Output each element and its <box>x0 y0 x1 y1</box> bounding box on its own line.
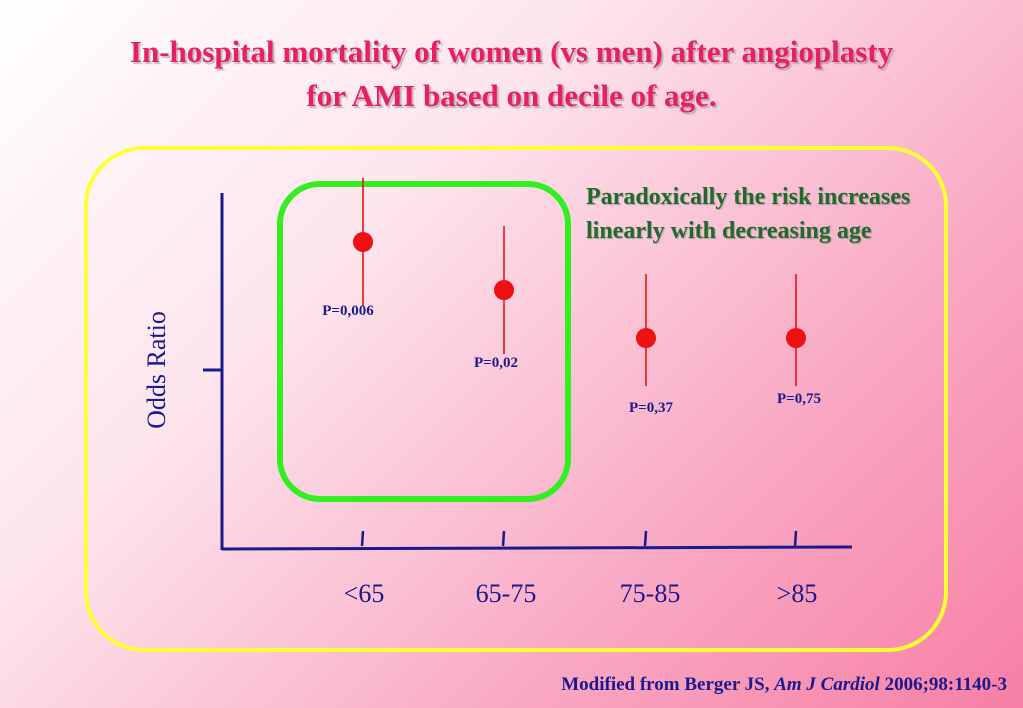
estimate-point <box>786 328 806 348</box>
title-line-2: for AMI based on decile of age. <box>306 78 717 113</box>
annotation-text: Paradoxically the risk increases linearl… <box>586 180 1018 248</box>
x-tick-label: 65-75 <box>476 579 537 608</box>
p-value-label: P=0,37 <box>629 400 673 416</box>
frame-box <box>84 146 948 652</box>
source-prefix: Modified from Berger JS, <box>561 674 770 695</box>
source-citation: Modified from Berger JS, Am J Cardiol 20… <box>561 674 1007 696</box>
p-value-label: P=0,006 <box>322 303 374 319</box>
title-line-1: In-hospital mortality of women (vs men) … <box>129 34 894 69</box>
annotation-line-1: Paradoxically the risk increases <box>586 184 911 210</box>
x-tick <box>793 530 798 547</box>
p-value-label: P=0,02 <box>474 355 518 371</box>
estimate-point <box>353 232 373 252</box>
estimate-point <box>636 328 656 348</box>
slide-title: In-hospital mortality of women (vs men) … <box>0 30 1023 118</box>
y-axis-label: Odds Ratio <box>142 311 171 429</box>
x-tick <box>643 530 648 547</box>
source-journal: Am J Cardiol <box>774 674 880 695</box>
x-tick <box>501 530 506 547</box>
x-tick-label: >85 <box>777 579 818 608</box>
x-tick-label: <65 <box>344 579 385 608</box>
source-suffix: 2006;98:1140-3 <box>884 674 1007 695</box>
estimate-point <box>494 280 514 300</box>
x-axis <box>221 545 853 551</box>
highlight-box <box>277 181 571 502</box>
annotation-line-2: linearly with decreasing age <box>586 218 872 244</box>
x-tick <box>360 530 365 547</box>
x-tick-label: 75-85 <box>620 579 681 608</box>
p-value-label: P=0,75 <box>777 391 821 407</box>
